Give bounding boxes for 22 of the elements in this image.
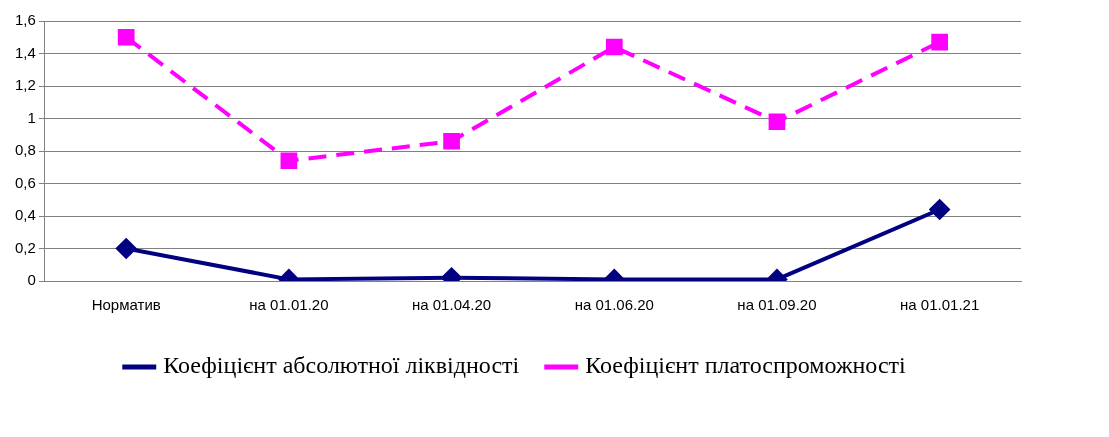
- x-tick-label: на 01.01.21: [900, 296, 980, 314]
- x-tick-label: на 01.01.20: [249, 296, 329, 314]
- y-tick-label: 0,6: [14, 173, 36, 191]
- y-tick-label: 1,6: [14, 11, 36, 29]
- y-tick-label: 1,2: [14, 76, 36, 94]
- point: [931, 33, 949, 51]
- x-tick-label: на 01.09.20: [737, 296, 817, 314]
- y-tick-label: 0,4: [14, 206, 36, 224]
- point: [768, 113, 786, 131]
- point: [605, 38, 623, 56]
- y-tick-label: 1: [27, 108, 36, 126]
- x-tick-label: на 01.06.20: [574, 296, 654, 314]
- x-tick-label: на 01.04.20: [411, 296, 492, 314]
- point: [443, 132, 460, 150]
- y-tick-label: 0,8: [14, 141, 36, 159]
- x-tick-label: Норматив: [91, 296, 161, 314]
- y-tick-label: 0,2: [14, 238, 36, 256]
- point: [117, 28, 135, 46]
- legend-label: Коефіцієнт платоспроможності: [585, 352, 907, 379]
- y-tick-label: 0: [27, 271, 36, 289]
- y-tick-label: 1,4: [14, 43, 36, 61]
- legend-label: Коефіцієнт абсолютної ліквідності: [163, 352, 520, 379]
